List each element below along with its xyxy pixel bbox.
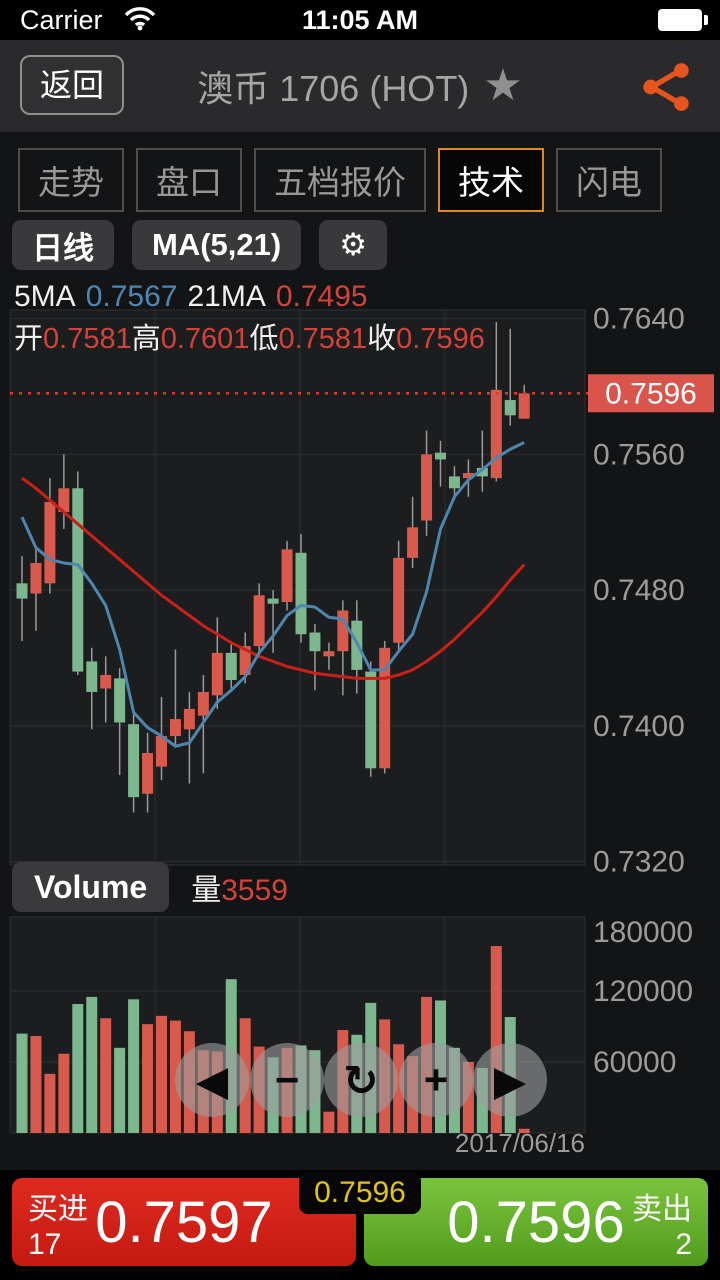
battery-icon	[658, 9, 708, 31]
volume-axis-label: 180000	[593, 916, 693, 949]
volume-qty-value: 3559	[221, 874, 288, 907]
chart-toolbar: 日线 MA(5,21) ⚙	[12, 220, 387, 270]
back-button[interactable]: 返回	[20, 55, 124, 115]
price-axis-label: 0.7400	[593, 710, 685, 743]
sell-button[interactable]: 卖出 0.7596 2	[364, 1178, 708, 1266]
page-title: 澳币 1706 (HOT)	[197, 68, 470, 109]
ma5-label: 5MA	[14, 280, 76, 313]
price-axis-label: 0.7560	[593, 438, 685, 471]
ma5-value: 0.7567	[85, 280, 178, 313]
sell-depth: 2	[675, 1228, 692, 1261]
pan-right-button[interactable]: ▶	[473, 1043, 547, 1117]
high-value: 0.7601	[160, 323, 250, 355]
price-axis-label: 0.7480	[593, 574, 685, 607]
volume-indicator-button[interactable]: Volume	[12, 862, 170, 912]
tab-lightning[interactable]: 闪电	[556, 148, 662, 212]
clock: 11:05 AM	[301, 5, 419, 35]
tab-five-level-quote[interactable]: 五档报价	[254, 148, 426, 212]
reset-zoom-button[interactable]: ↻	[324, 1043, 398, 1117]
low-label: 低	[249, 323, 279, 355]
price-axis-label: 0.7320	[593, 846, 685, 879]
ma5-line	[20, 441, 525, 748]
header: 返回 澳币 1706 (HOT) ★	[0, 40, 720, 132]
carrier-label: Carrier	[20, 5, 103, 35]
zoom-out-button[interactable]: −	[250, 1043, 324, 1117]
volume-qty-label: 量	[191, 874, 222, 907]
zoom-in-icon: +	[423, 1056, 449, 1103]
sell-price: 0.7596	[447, 1189, 625, 1255]
last-price-badge: 0.7596	[299, 1172, 421, 1214]
current-price-tag	[588, 374, 714, 413]
period-button[interactable]: 日线	[12, 220, 114, 270]
buy-depth: 17	[28, 1228, 62, 1261]
ma21-label: 21MA	[187, 280, 266, 313]
high-label: 高	[131, 323, 161, 355]
buy-price: 0.7597	[95, 1189, 273, 1255]
ohlc-readout: 开0.7581高0.7601低0.7581收0.7596	[14, 315, 485, 357]
volume-axis-label: 60000	[593, 1046, 676, 1079]
zoom-out-icon: −	[274, 1056, 300, 1103]
tab-trend[interactable]: 走势	[18, 148, 124, 212]
trade-bar: 买进 0.7597 17 卖出 0.7596 2 0.7596	[0, 1170, 720, 1280]
ma-legend: 5MA 0.7567 21MA 0.7495	[14, 280, 378, 314]
ma21-value: 0.7495	[275, 280, 368, 313]
gear-icon[interactable]: ⚙	[319, 220, 387, 270]
pan-left-icon: ◀	[195, 1056, 229, 1104]
close-label: 收	[367, 323, 397, 355]
date-label: 2017/06/16	[455, 1128, 585, 1158]
pan-right-icon: ▶	[493, 1056, 527, 1104]
close-value: 0.7596	[396, 323, 485, 355]
price-axis-label: 0.7640	[593, 303, 685, 336]
open-value: 0.7581	[43, 323, 132, 355]
sell-label: 卖出	[632, 1193, 692, 1226]
favorite-star-icon[interactable]: ★	[483, 61, 523, 110]
rotate-reset-icon: ↻	[343, 1056, 379, 1104]
volume-axis-label: 120000	[593, 975, 693, 1008]
share-icon[interactable]	[640, 62, 692, 117]
buy-label: 买进	[28, 1193, 88, 1226]
tab-order-book[interactable]: 盘口	[136, 148, 242, 212]
current-price-tag-value: 0.7596	[605, 377, 697, 410]
low-value: 0.7581	[278, 323, 368, 355]
buy-button[interactable]: 买进 0.7597 17	[12, 1178, 356, 1266]
pan-left-button[interactable]: ◀	[175, 1043, 249, 1117]
volume-header: Volume 量3559	[12, 862, 288, 912]
ma-settings-button[interactable]: MA(5,21)	[132, 220, 302, 270]
tab-bar: 走势 盘口 五档报价 技术 闪电	[18, 148, 662, 212]
status-bar: Carrier 11:05 AM	[0, 0, 720, 40]
zoom-in-button[interactable]: +	[399, 1043, 473, 1117]
ma21-line	[21, 476, 526, 680]
open-label: 开	[14, 323, 44, 355]
wifi-icon	[124, 7, 156, 38]
tab-technical[interactable]: 技术	[438, 148, 544, 212]
